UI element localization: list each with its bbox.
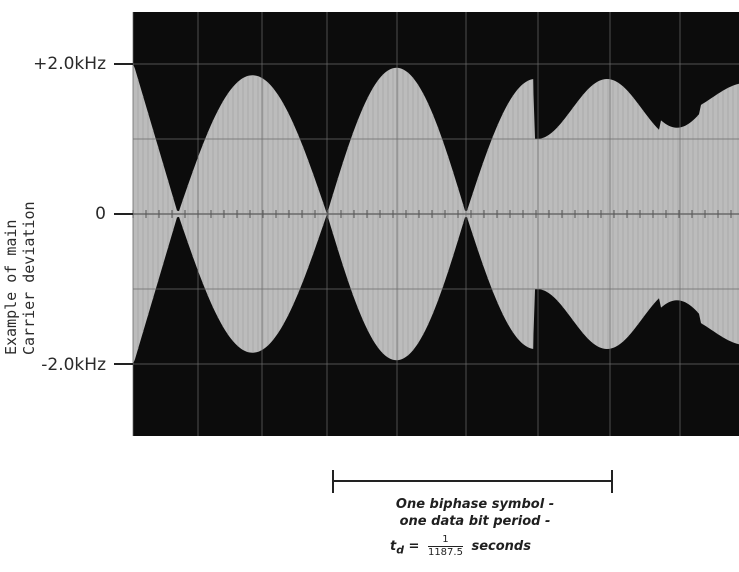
formula-unit: seconds: [471, 539, 531, 554]
formula-equals: =: [408, 539, 420, 554]
bit-period-formula: td = 1 1187.5 seconds: [390, 534, 531, 559]
y-tick-label-zero: 0: [95, 204, 106, 224]
caption-line1: One biphase symbol -: [395, 497, 555, 512]
formula-numerator: 1: [427, 534, 463, 547]
y-axis-title-line2: Carrier deviation: [20, 201, 38, 355]
formula-subscript: d: [396, 543, 404, 557]
bit-period-bracket: [332, 470, 613, 493]
formula-symbol: t: [390, 539, 397, 554]
formula-denominator: 1187.5: [427, 547, 463, 558]
y-axis-ticks: [114, 63, 133, 365]
y-axis-title-line1: Example of main: [2, 219, 20, 355]
graticule: [132, 12, 739, 436]
y-tick-label-plus: +2.0kHz: [33, 54, 106, 74]
bit-period-caption: One biphase symbol - one data bit period…: [350, 496, 600, 530]
y-tick-label-minus: -2.0kHz: [41, 355, 106, 375]
y-axis-title: Example of main Carrier deviation: [2, 201, 38, 355]
caption-line2: one data bit period -: [399, 514, 551, 529]
formula-fraction: 1 1187.5: [427, 534, 463, 559]
